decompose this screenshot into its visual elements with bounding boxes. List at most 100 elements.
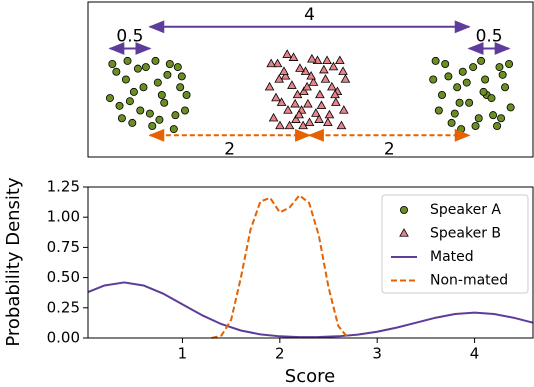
scatter-point: [489, 111, 498, 120]
scatter-point: [171, 111, 180, 120]
scatter-point: [180, 106, 189, 115]
legend-marker: [399, 205, 408, 214]
y-tick-label: 0.25: [47, 298, 80, 316]
legend-label: Speaker B: [430, 226, 501, 242]
scatter-point: [128, 118, 137, 127]
scatter-point: [498, 70, 507, 79]
scatter-point: [266, 58, 277, 68]
annotation-label: 2: [224, 139, 235, 159]
scatter-point: [339, 105, 349, 114]
scatter-point: [173, 63, 182, 72]
scatter-point: [336, 120, 347, 130]
scatter-point: [303, 98, 313, 108]
legend-box: [381, 194, 529, 294]
scatter-point: [441, 60, 450, 69]
scatter-point: [501, 83, 510, 92]
scatter-point: [320, 74, 331, 83]
scatter-point: [495, 63, 504, 72]
scatter-point: [115, 101, 124, 110]
legend-label: Mated: [430, 249, 474, 265]
scatter-point: [319, 64, 329, 74]
scatter-point: [121, 75, 130, 84]
scatter-point: [477, 56, 486, 65]
scatter-point: [280, 70, 291, 80]
scatter-point: [271, 92, 281, 102]
x-axis-label: Score: [285, 366, 335, 387]
scatter-point: [314, 114, 324, 123]
scatter-point: [316, 100, 327, 110]
scatter-point: [493, 122, 502, 131]
scatter-point: [287, 80, 297, 89]
x-tick-label: 4: [470, 345, 480, 363]
scatter-point: [506, 103, 515, 112]
scatter-point: [457, 125, 466, 134]
y-tick-label: 1.25: [47, 178, 80, 196]
legend-label: Speaker A: [430, 202, 501, 218]
scatter-point: [275, 120, 285, 130]
scatter-point: [471, 122, 480, 131]
scatter-point: [455, 98, 464, 107]
scatter-point: [288, 52, 299, 61]
scatter-point: [330, 89, 340, 99]
scatter-point: [141, 63, 150, 72]
scatter-point: [304, 117, 315, 127]
legend-marker: [399, 228, 409, 237]
scatter-point: [123, 56, 132, 65]
scatter-point: [322, 55, 332, 65]
scatter-point: [108, 60, 117, 69]
scatter-point: [176, 83, 185, 92]
scatter-point: [497, 114, 506, 123]
scatter-point: [444, 72, 453, 81]
scatter-point: [295, 63, 305, 72]
scatter-point: [105, 94, 114, 103]
scatter-point: [431, 56, 440, 65]
scatter-point: [453, 83, 462, 92]
scatter-point: [294, 109, 304, 119]
scatter-point: [125, 97, 134, 106]
scatter-point: [133, 64, 142, 73]
scatter-point: [283, 105, 293, 114]
scatter-point: [335, 55, 345, 65]
scatter-point: [462, 78, 471, 87]
scatter-point: [315, 89, 325, 99]
y-tick-label: 0.50: [47, 268, 80, 286]
scatter-point: [290, 98, 300, 108]
scatter-point: [338, 66, 348, 75]
scatter-point: [148, 122, 157, 131]
scatter-point: [268, 112, 279, 122]
scatter-point: [434, 106, 443, 115]
annotation-label: 2: [384, 139, 395, 159]
scatter-point: [151, 56, 160, 65]
scatter-point: [324, 109, 335, 119]
scatter-point: [474, 114, 483, 123]
annotation-label: 0.5: [116, 27, 143, 47]
density-line: [87, 281, 534, 339]
scatter-point: [129, 87, 138, 96]
scatter-point: [153, 78, 162, 87]
scatter-point: [163, 70, 172, 79]
scatter-point: [155, 115, 164, 124]
scatter-point: [299, 86, 309, 96]
scatter-point: [323, 117, 333, 127]
scatter-point: [279, 66, 289, 75]
scatter-point: [447, 118, 456, 127]
x-tick-label: 3: [372, 345, 382, 363]
scatter-point: [479, 87, 488, 96]
scatter-point: [276, 97, 287, 106]
axes-frame: [87, 186, 534, 339]
scatter-point: [327, 81, 337, 91]
scatter-point: [292, 89, 303, 99]
scatter-point: [340, 74, 351, 83]
y-axis-label: Probability Density: [3, 177, 24, 347]
scatter-point: [308, 77, 319, 86]
scatter-point: [274, 74, 284, 83]
scatter-point: [284, 120, 295, 130]
scatter-point: [282, 49, 292, 58]
scatter-point: [264, 81, 275, 91]
x-tick-label: 2: [275, 345, 285, 363]
annotation-label: 0.5: [476, 27, 503, 47]
x-tick-label: 1: [178, 345, 188, 363]
scatter-point: [469, 63, 478, 72]
scatter-point: [311, 108, 321, 117]
